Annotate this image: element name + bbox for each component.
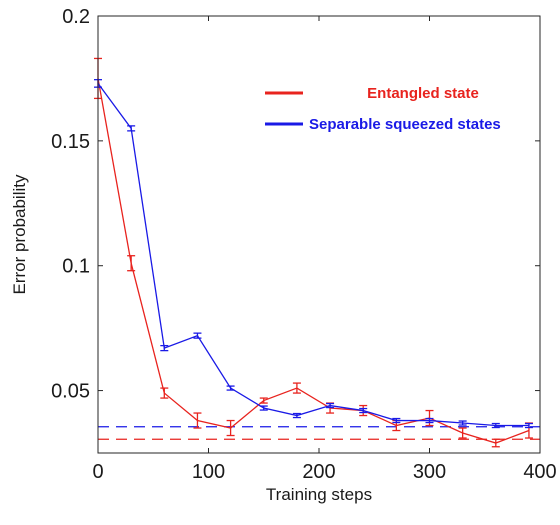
y-tick-label: 0.2 bbox=[62, 6, 90, 28]
legend-label-0: Entangled state bbox=[367, 85, 479, 102]
errorbar-1-3 bbox=[193, 332, 202, 339]
y-tick-label: 0.15 bbox=[51, 131, 90, 153]
y-tick-label: 0.1 bbox=[62, 256, 90, 278]
errorbar-1-2 bbox=[160, 344, 169, 352]
errorbar-1-6 bbox=[292, 412, 301, 419]
errorbar-1-7 bbox=[326, 402, 335, 409]
errorbar-0-3 bbox=[193, 412, 202, 429]
errorbar-0-12 bbox=[491, 438, 500, 448]
y-axis-label: Error probability bbox=[10, 174, 29, 294]
errorbar-0-1 bbox=[127, 255, 136, 272]
plot-area bbox=[94, 57, 540, 448]
errorbar-0-5 bbox=[259, 397, 268, 404]
errorbar-1-10 bbox=[425, 417, 434, 424]
errorbar-1-8 bbox=[359, 407, 368, 414]
errorbar-1-1 bbox=[127, 125, 136, 132]
axes: 0 100 200 300 400 0.05 0.1 0.15 0.2 Training step… bbox=[10, 6, 557, 504]
series-line-0 bbox=[97, 78, 530, 444]
x-tick-label: 100 bbox=[192, 461, 225, 483]
legend-label-1: Separable squeezed states bbox=[309, 116, 501, 133]
errorbar-0-2 bbox=[160, 387, 169, 399]
x-tick-label: 400 bbox=[523, 461, 556, 483]
series-line-1 bbox=[97, 83, 529, 427]
legend: Entangled state Separable squeezed states bbox=[265, 85, 501, 133]
errorbar-1-12 bbox=[491, 422, 500, 429]
errorbar-1-11 bbox=[458, 420, 467, 426]
errorbar-1-4 bbox=[226, 385, 235, 391]
errorbar-1-5 bbox=[259, 405, 268, 411]
errorbar-0-6 bbox=[292, 382, 301, 394]
errorbar-1-9 bbox=[392, 417, 401, 424]
errorbar-0-11 bbox=[458, 427, 467, 439]
errorbar-0-4 bbox=[226, 419, 235, 437]
errorbar-1-13 bbox=[524, 422, 533, 429]
y-tick-label: 0.05 bbox=[51, 381, 90, 403]
x-tick-label: 200 bbox=[302, 461, 335, 483]
x-axis-label: Training steps bbox=[266, 485, 372, 504]
x-tick-label: 0 bbox=[92, 461, 103, 483]
x-tick-label: 300 bbox=[413, 461, 446, 483]
